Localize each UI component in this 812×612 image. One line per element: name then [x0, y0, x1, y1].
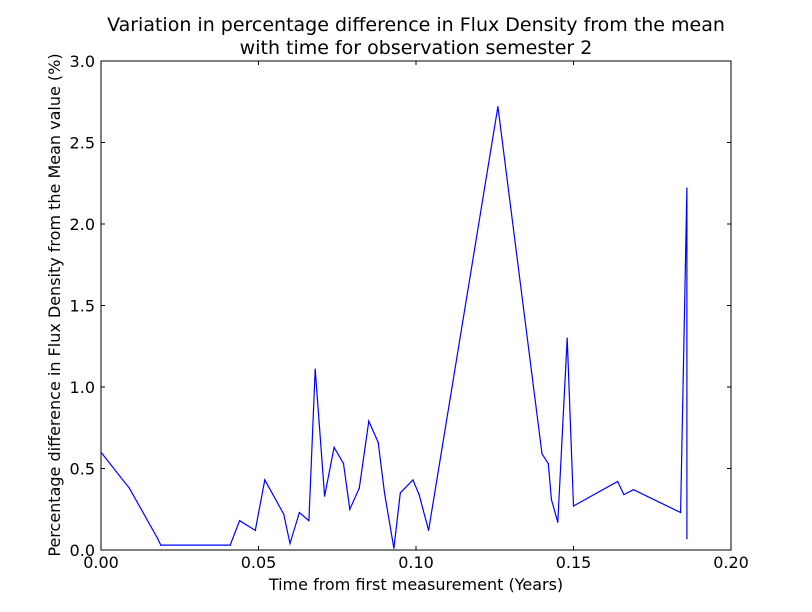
- data-point: [308, 520, 310, 522]
- y-axis-label: Percentage difference in Flux Density fr…: [45, 53, 64, 556]
- data-point: [412, 479, 414, 481]
- data-point: [686, 538, 688, 540]
- y-tick-label: 0.0: [70, 541, 95, 560]
- data-point: [128, 487, 130, 489]
- data-point: [333, 446, 335, 448]
- x-axis-label: Time from first measurement (Years): [268, 575, 563, 594]
- data-point: [324, 495, 326, 497]
- data-point: [557, 521, 559, 523]
- data-point: [229, 544, 231, 546]
- data-point: [358, 487, 360, 489]
- y-axis: 0.0 0.5 1.0 1.5 2.0 2.5 3.0: [70, 52, 731, 560]
- plot-area: [100, 60, 732, 551]
- data-point: [632, 489, 635, 491]
- data-point: [566, 337, 568, 339]
- data-point: [541, 453, 543, 455]
- data-point: [428, 529, 430, 532]
- data-point: [157, 538, 159, 540]
- data-point: [239, 520, 241, 522]
- y-tick-label: 2.0: [70, 215, 95, 234]
- data-point: [383, 492, 386, 494]
- x-tick-label: 0.10: [398, 553, 434, 572]
- x-tick-label: 0.05: [241, 553, 277, 572]
- data-point: [497, 106, 499, 108]
- data-point: [160, 544, 162, 546]
- data-point: [617, 480, 619, 483]
- data-point: [368, 420, 370, 422]
- data-point: [547, 463, 549, 465]
- data-point: [572, 505, 575, 507]
- data-point: [264, 479, 266, 481]
- chart-title-line-2: with time for observation semester 2: [240, 37, 593, 59]
- y-tick-label: 3.0: [70, 52, 95, 71]
- y-tick-label: 1.5: [70, 297, 95, 316]
- data-point: [298, 511, 300, 514]
- data-point: [283, 513, 285, 515]
- x-tick-label: 0.00: [83, 553, 119, 572]
- data-point: [680, 511, 682, 514]
- data-point: [289, 542, 291, 545]
- data-point: [254, 529, 256, 532]
- data-point: [550, 498, 553, 501]
- data-point: [342, 463, 345, 465]
- data-points: [100, 106, 688, 550]
- chart-title-line-1: Variation in percentage difference in Fl…: [107, 14, 725, 36]
- data-point: [349, 508, 351, 510]
- data-point: [623, 494, 625, 496]
- x-axis: 0.00 0.05 0.10 0.15 0.20: [83, 61, 749, 572]
- data-point: [377, 441, 379, 443]
- y-tick-label: 1.0: [70, 378, 95, 397]
- x-tick-label: 0.15: [556, 553, 592, 572]
- data-point: [399, 492, 401, 494]
- data-point: [418, 494, 420, 496]
- y-tick-label: 0.5: [70, 460, 95, 479]
- data-point: [393, 547, 395, 550]
- data-point: [686, 187, 688, 189]
- data-point: [314, 368, 316, 370]
- x-tick-label: 0.20: [713, 553, 749, 572]
- y-tick-label: 2.5: [70, 134, 95, 153]
- data-point: [100, 451, 102, 453]
